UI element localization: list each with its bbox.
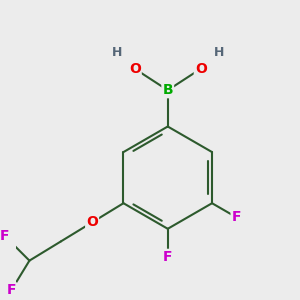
Text: H: H [111, 46, 122, 59]
Text: O: O [129, 62, 141, 76]
Text: O: O [195, 62, 207, 76]
Text: F: F [7, 283, 16, 297]
Text: F: F [232, 210, 241, 224]
Text: F: F [163, 250, 172, 264]
Text: B: B [162, 83, 173, 97]
Text: H: H [214, 46, 224, 59]
Text: F: F [0, 229, 9, 243]
Text: O: O [86, 215, 98, 230]
